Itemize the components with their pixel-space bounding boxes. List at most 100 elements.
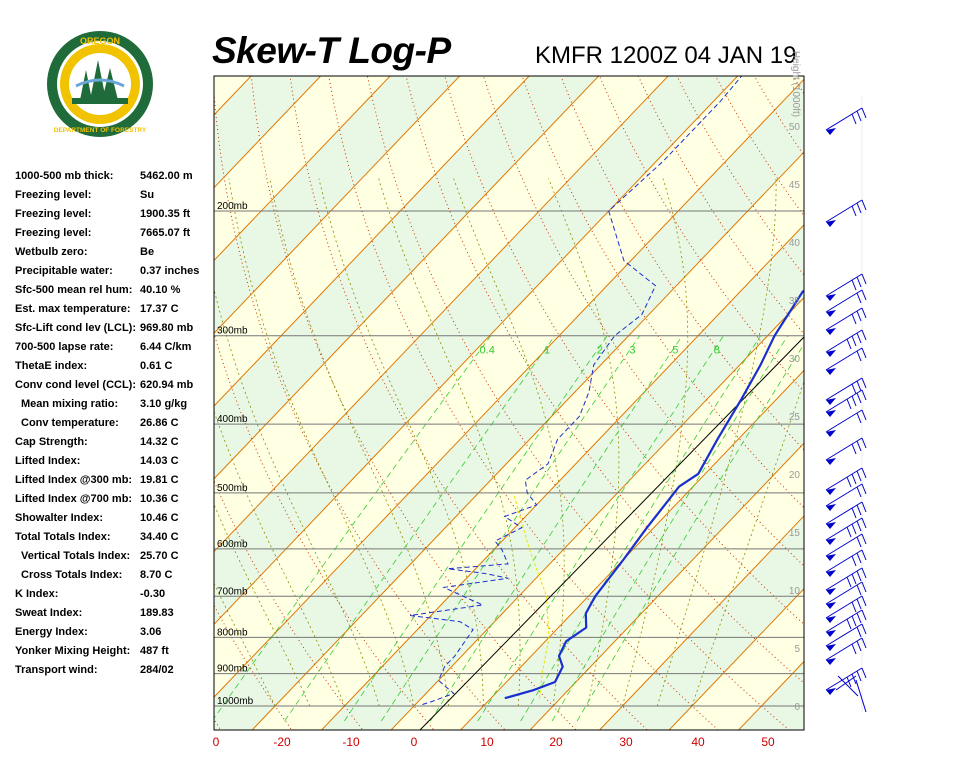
wind-barb-staff bbox=[825, 273, 863, 297]
dry-adiabat bbox=[854, 0, 960, 735]
plot-area: 0.4 1 2 3 5 8 bbox=[0, 0, 960, 735]
wind-barb-flag bbox=[856, 536, 862, 548]
x-tick-label: 40 bbox=[691, 735, 705, 749]
stat-label: Sweat Index: bbox=[15, 607, 83, 619]
dry-adiabat bbox=[214, 718, 222, 730]
height-tick-label: 15 bbox=[789, 528, 801, 539]
isotherm-line bbox=[214, 76, 530, 407]
height-axis-label: Height (1000ft) bbox=[790, 51, 801, 117]
x-tick-label: 50 bbox=[761, 735, 775, 749]
wind-barb-flag bbox=[856, 470, 862, 482]
isobar-label: 500mb bbox=[217, 483, 248, 494]
stat-value: 14.03 C bbox=[140, 455, 179, 467]
wind-barb-flag bbox=[851, 573, 857, 585]
wind-barb-flag bbox=[846, 676, 852, 688]
wind-barb-flag bbox=[851, 673, 857, 685]
wind-barb-flag bbox=[856, 380, 862, 392]
mixing-ratio-label: 1 bbox=[544, 345, 550, 357]
wind-barb-flag bbox=[851, 615, 857, 627]
wind-barb-flag bbox=[846, 476, 852, 488]
isotherm-band bbox=[0, 0, 183, 735]
isotherm-line bbox=[214, 76, 669, 553]
x-tick-label: -20 bbox=[273, 735, 291, 749]
logo-top-text: OREGON bbox=[80, 36, 120, 46]
dry-adiabat bbox=[599, 76, 804, 393]
wind-barb-flag bbox=[861, 623, 867, 635]
stat-value: 0.37 inches bbox=[140, 265, 200, 277]
station-and-time: KMFR 1200Z 04 JAN 19 bbox=[535, 42, 797, 69]
wind-barb-head bbox=[826, 602, 836, 609]
mixing-ratio-line bbox=[381, 335, 641, 722]
wind-barb-flag bbox=[861, 107, 867, 119]
wind-barb-flag bbox=[856, 392, 862, 404]
wind-barb-head bbox=[826, 588, 836, 595]
wind-barb-staff bbox=[825, 637, 863, 661]
wind-barb-flag bbox=[861, 437, 867, 449]
dry-adiabat bbox=[11, 0, 153, 735]
mixing-ratio-line bbox=[520, 335, 761, 722]
wind-barb bbox=[825, 549, 867, 577]
wind-barb-surface bbox=[855, 679, 867, 713]
wind-barb-flag bbox=[861, 549, 867, 561]
wind-barb-flag bbox=[851, 113, 857, 125]
logo-bottom-text: DEPARTMENT OF FORESTRY bbox=[54, 127, 147, 134]
wind-barb-flag bbox=[851, 335, 857, 347]
wind-barb-staff bbox=[825, 533, 863, 557]
stat-value: 487 ft bbox=[140, 645, 169, 657]
wind-barb-flag bbox=[856, 640, 862, 652]
wind-barb-flag bbox=[861, 199, 867, 211]
x-tick-label: 30 bbox=[619, 735, 633, 749]
wind-barb-flag bbox=[856, 612, 862, 624]
isotherm-line bbox=[803, 0, 960, 735]
stat-label: Conv cond level (CCL): bbox=[15, 379, 137, 391]
parcel-trace bbox=[512, 492, 550, 699]
stat-label: Sfc-Lift cond lev (LCL): bbox=[15, 322, 136, 334]
stat-value: 19.81 C bbox=[140, 474, 179, 486]
wind-barb-staff bbox=[825, 667, 863, 691]
wind-barb-staff bbox=[825, 329, 863, 353]
stat-label: Wetbulb zero: bbox=[15, 246, 88, 258]
mixing-ratio-label: 8 bbox=[714, 345, 720, 357]
stat-label: Lifted Index @700 mb: bbox=[15, 493, 133, 505]
wind-barb-flag bbox=[861, 501, 867, 513]
isotherm-line bbox=[459, 369, 804, 730]
wind-barb bbox=[825, 107, 867, 135]
wind-barb-flag bbox=[856, 310, 862, 322]
wind-barb-staff bbox=[825, 501, 863, 525]
isobar-label: 200mb bbox=[217, 201, 248, 212]
wind-barb bbox=[825, 609, 867, 637]
stat-value: 969.80 mb bbox=[140, 322, 194, 334]
wind-barb-flag bbox=[861, 347, 867, 359]
stat-value: 14.32 C bbox=[140, 436, 179, 448]
isotherm-line bbox=[214, 76, 739, 626]
temperature-trace bbox=[504, 289, 804, 700]
height-tick-label: 30 bbox=[789, 354, 801, 365]
wind-barb-flag bbox=[856, 552, 862, 564]
wind-barb bbox=[825, 467, 867, 495]
wind-barb-head bbox=[826, 538, 836, 545]
stat-value: 7665.07 ft bbox=[140, 227, 191, 239]
wind-barb-flag bbox=[861, 567, 867, 579]
moist-adiabat bbox=[214, 503, 311, 707]
stat-label: Mean mixing ratio: bbox=[21, 398, 119, 410]
wind-barb-staff bbox=[825, 549, 863, 573]
dry-adiabat bbox=[250, 76, 577, 730]
isotherm-line bbox=[251, 151, 804, 730]
plot-frame bbox=[213, 75, 805, 731]
wind-barb bbox=[825, 289, 867, 317]
stat-value: Be bbox=[140, 246, 155, 258]
wind-barb-head bbox=[826, 570, 836, 577]
isobar-label: 300mb bbox=[217, 326, 248, 337]
wind-barb-head bbox=[826, 630, 836, 637]
stat-value: 284/02 bbox=[140, 664, 174, 676]
dewpoint-trace bbox=[410, 76, 743, 705]
moist-adiabat bbox=[228, 178, 415, 707]
wind-barb-flag bbox=[851, 555, 857, 567]
wind-barb-flag bbox=[861, 517, 867, 529]
stat-value: 8.70 C bbox=[140, 569, 173, 581]
wind-barb-head bbox=[826, 430, 836, 437]
wind-barb-flag bbox=[856, 598, 862, 610]
stat-label: K Index: bbox=[15, 588, 59, 600]
wind-barb-staff bbox=[825, 409, 863, 433]
stat-value: 26.86 C bbox=[140, 417, 179, 429]
